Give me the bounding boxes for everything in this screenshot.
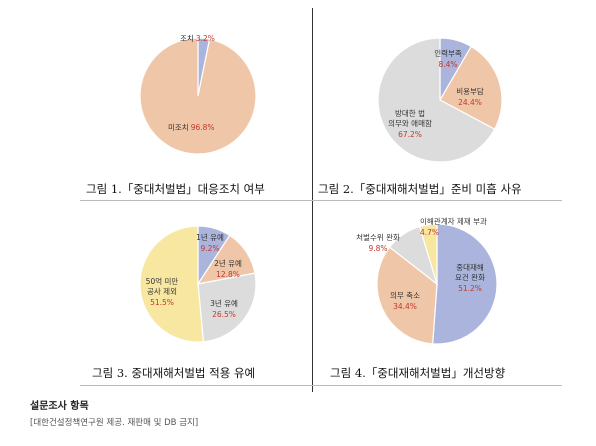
slice-label: 중대재해 요건 완화 51.2% (455, 262, 485, 293)
footer-title: 설문조사 항목 (30, 401, 89, 412)
slice-value-label: 67.2% (398, 130, 422, 139)
slice-value-label: 96.8% (191, 123, 215, 132)
slice-value-label: 26.5% (212, 310, 236, 319)
chart-caption-4: 그림 4.「중대재해처벌법」개선방향 (330, 366, 506, 380)
pie-slice (418, 223, 438, 285)
slice-value-label: 9.2% (200, 244, 219, 253)
slice-value-label: 51.5% (150, 298, 174, 307)
pie-slice (439, 45, 503, 130)
slice-label: 1년 유예 9.2% (196, 232, 224, 253)
pie-slice (432, 223, 498, 345)
chart-caption-1: 그림 1.「중대처벌법」대응조치 여부 (86, 182, 265, 196)
slice-label: 비용부담 24.4% (456, 86, 484, 107)
pie-slice (139, 37, 257, 155)
slice-label: 조치 3.2% (180, 34, 215, 43)
chart-caption-3: 그림 3. 중대재해처벌법 적용 유예 (92, 366, 256, 380)
pie-slice (139, 225, 205, 343)
slice-value-label: 51.2% (458, 284, 482, 293)
caption-rule-4 (312, 385, 562, 386)
slice-label: 2년 유예 12.8% (214, 258, 242, 279)
slice-label: 이해관계자 제재 부과 4.7% (420, 216, 487, 237)
caption-rule-2 (312, 200, 562, 201)
slice-label: 방대한 법 의무와 애매함 67.2% (388, 108, 432, 139)
slice-value-label: 9.8% (368, 244, 387, 253)
slice-label: 인력부족 8.4% (434, 48, 462, 69)
slice-value-label: 4.7% (420, 228, 439, 237)
chart-caption-2: 그림 2.「중대재해처벌법」준비 미흡 사유 (318, 182, 522, 196)
caption-rule-1 (80, 200, 312, 201)
slice-value-label: 3.2% (196, 34, 215, 43)
slice-label: 의무 축소 34.4% (390, 290, 420, 311)
slice-value-label: 8.4% (438, 60, 457, 69)
slice-label: 3년 유예 26.5% (210, 298, 238, 319)
pie-slice (377, 37, 496, 163)
slice-label: 처벌수위 완화 9.8% (356, 232, 400, 253)
pie-slice (376, 246, 438, 345)
pie-slice (197, 272, 257, 343)
slice-value-label: 24.4% (458, 98, 482, 107)
slice-label: 50억 미만 공사 제외 51.5% (146, 277, 179, 307)
footer-note: [대한건설정책연구원 제공. 재판매 및 DB 금지] (30, 418, 199, 428)
slice-label: 미조치 96.8% (168, 123, 215, 132)
caption-rule-3 (80, 385, 312, 386)
slice-value-label: 34.4% (393, 302, 417, 311)
slice-value-label: 12.8% (216, 270, 240, 279)
